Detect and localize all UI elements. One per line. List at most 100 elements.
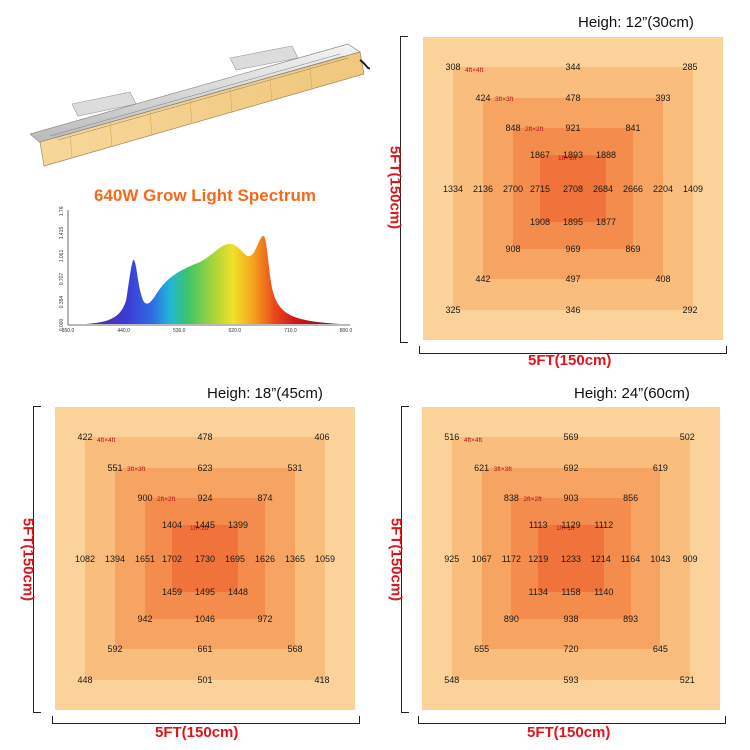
ppfd-value: 1867 — [529, 150, 551, 161]
ppfd-value: 1495 — [194, 586, 216, 597]
ppfd-value: 393 — [655, 92, 671, 103]
ppfd-map: 4ft×4ft 3ft×3ft 2ft×2ft 1ft×1ft 422 478 406 551… — [55, 407, 355, 710]
ppfd-value: 1134 — [528, 586, 548, 597]
panel-height-label: Heigh: 18”(45cm) — [207, 385, 323, 402]
width-dimension-label: 5FT(150cm) — [527, 724, 611, 741]
ppfd-value: 924 — [197, 492, 213, 503]
ppfd-value: 448 — [77, 674, 93, 685]
ppfd-value: 2715 — [529, 183, 551, 194]
ppfd-value: 1082 — [74, 553, 96, 564]
ppfd-zone — [538, 525, 604, 592]
ppfd-zone — [540, 155, 606, 222]
ppfd-value: 1067 — [471, 553, 492, 564]
ppfd-value: 1334 — [442, 183, 464, 194]
spectrum-y-tick: 1.061 — [59, 250, 65, 263]
ppfd-value: 478 — [565, 92, 581, 103]
ppfd-value: 1394 — [104, 553, 126, 564]
ppfd-value: 424 — [475, 92, 491, 103]
spectrum-x-tick: 620.0 — [229, 328, 242, 334]
ppfd-zone — [172, 525, 238, 592]
depth-bracket — [400, 36, 408, 343]
ppfd-value: 1888 — [595, 150, 617, 161]
ppfd-value: 869 — [625, 244, 641, 255]
ppfd-value: 346 — [565, 304, 581, 315]
ppfd-value: 1895 — [562, 216, 584, 227]
ppfd-value: 1164 — [620, 553, 641, 564]
ppfd-value: 1172 — [501, 553, 522, 564]
spectrum-y-tick: 1.768 — [59, 206, 65, 216]
ppfd-value: 1445 — [194, 520, 216, 531]
ppfd-value: 568 — [287, 644, 303, 655]
ppfd-value: 856 — [623, 492, 639, 503]
ppfd-value: 521 — [679, 674, 695, 685]
ppfd-value: 531 — [287, 462, 303, 473]
ppfd-value: 938 — [563, 614, 579, 625]
ppfd-value: 623 — [197, 462, 213, 473]
ppfd-value: 2136 — [472, 183, 494, 194]
ppfd-value: 1158 — [561, 586, 581, 597]
ppfd-value: 645 — [652, 644, 668, 655]
ppfd-value: 2684 — [592, 183, 614, 194]
ppfd-value: 655 — [474, 644, 490, 655]
ppfd-value: 1626 — [254, 553, 276, 564]
spectrum-y-tick: 0.354 — [59, 296, 65, 309]
ppfd-value: 308 — [445, 62, 461, 73]
ppfd-value: 442 — [475, 274, 491, 285]
ppfd-value: 692 — [563, 462, 579, 473]
ppfd-value: 909 — [682, 553, 698, 564]
depth-bracket — [401, 406, 409, 713]
ppfd-value: 848 — [505, 122, 521, 133]
spectrum-title: 640W Grow Light Spectrum — [94, 186, 316, 205]
ppfd-value: 1046 — [194, 614, 216, 625]
zone-size-label: 4ft×4ft — [97, 437, 116, 445]
zone-size-label: 2ft×2ft — [523, 496, 542, 504]
ppfd-value: 593 — [563, 674, 579, 685]
width-bracket — [52, 716, 360, 724]
ppfd-value: 292 — [682, 304, 698, 315]
zone-size-label: 1ft×1ft — [190, 525, 209, 533]
ppfd-value: 285 — [682, 62, 698, 73]
ppfd-value: 551 — [107, 462, 123, 473]
panel-height-label: Heigh: 24”(60cm) — [574, 385, 690, 402]
ppfd-value: 501 — [197, 674, 213, 685]
spectrum-x-tick: 710.0 — [284, 328, 297, 334]
ppfd-map: 4ft×4ft 3ft×3ft 2ft×2ft 1ft×1ft 308 344 285 424… — [423, 37, 723, 340]
width-dimension-label: 5FT(150cm) — [155, 724, 239, 741]
ppfd-value: 1404 — [161, 520, 183, 531]
ppfd-value: 516 — [444, 432, 460, 443]
ppfd-value: 661 — [197, 644, 213, 655]
zone-size-label: 4ft×4ft — [463, 437, 483, 445]
ppfd-value: 408 — [655, 274, 671, 285]
width-bracket — [418, 716, 726, 724]
spectrum-y-tick: 0.707 — [59, 273, 65, 286]
ppfd-value: 1214 — [590, 553, 611, 564]
depth-dimension-label: 5FT(150cm) — [19, 517, 37, 602]
ppfd-value: 1908 — [529, 216, 551, 227]
width-bracket — [419, 346, 727, 354]
ppfd-value: 2708 — [562, 183, 584, 194]
ppfd-value: 720 — [563, 644, 579, 655]
ppfd-value: 908 — [505, 244, 521, 255]
ppfd-value: 1877 — [595, 216, 617, 227]
zone-size-label: 3ft×3ft — [493, 466, 512, 474]
ppfd-value: 2700 — [502, 183, 524, 194]
ppfd-value: 1233 — [560, 553, 582, 564]
ppfd-value: 972 — [257, 614, 273, 625]
zone-size-label: 3ft×3ft — [127, 466, 146, 474]
spectrum-chart: 0.000 0.354 0.707 1.061 1.415 1.768 350.0 440.… — [59, 206, 352, 334]
ppfd-value: 1893 — [562, 150, 584, 161]
ppfd-value: 406 — [314, 432, 330, 443]
zone-size-label: 2ft×2ft — [525, 126, 544, 134]
width-dimension-label: 5FT(150cm) — [528, 352, 612, 369]
ppfd-value: 838 — [503, 492, 519, 503]
ppfd-value: 619 — [652, 462, 668, 473]
ppfd-value: 1113 — [528, 520, 548, 531]
ppfd-value: 422 — [77, 432, 93, 443]
ppfd-value: 1651 — [134, 553, 156, 564]
ppfd-value: 1695 — [224, 553, 246, 564]
zone-size-label: 4ft×4ft — [465, 67, 484, 75]
ppfd-value: 325 — [445, 304, 461, 315]
ppfd-value: 478 — [197, 432, 213, 443]
ppfd-value: 1702 — [161, 553, 183, 564]
ppfd-value: 1399 — [227, 520, 249, 531]
